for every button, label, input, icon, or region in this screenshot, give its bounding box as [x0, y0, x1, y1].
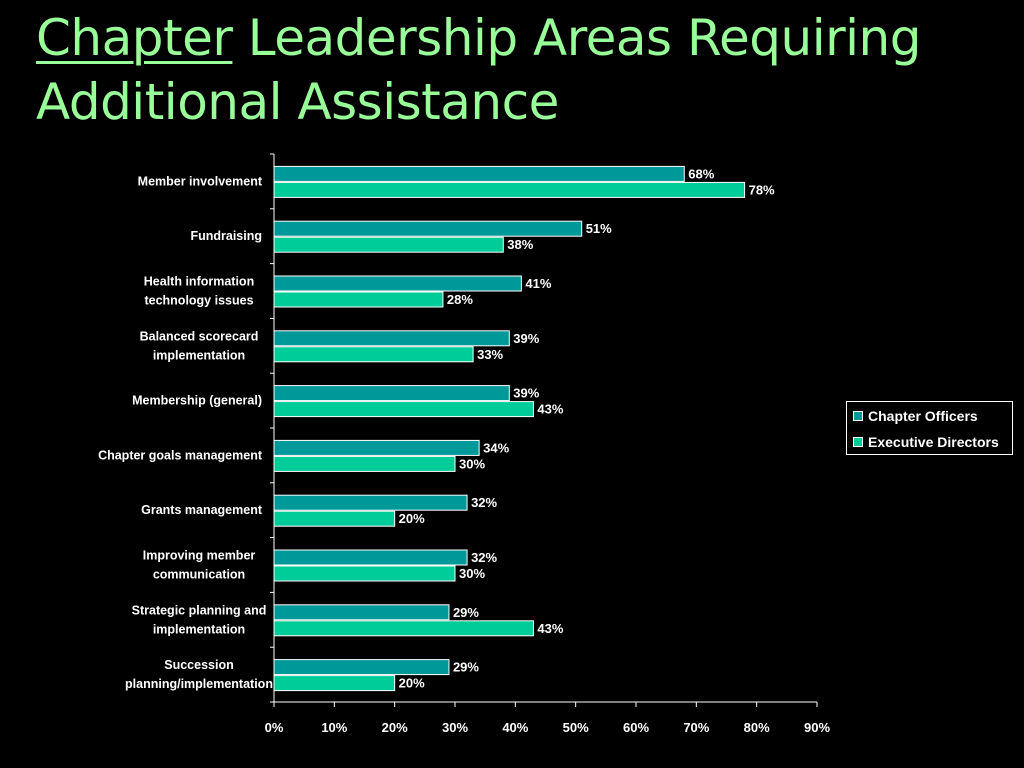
x-tick-label: 60%	[623, 720, 649, 735]
bar-executive-directors	[273, 346, 474, 363]
bar-executive-directors	[273, 565, 456, 582]
value-label-executive-directors: 20%	[399, 511, 425, 526]
value-label-executive-directors: 78%	[749, 182, 775, 197]
legend-item-chapter-officers: Chapter Officers	[853, 407, 978, 425]
value-label-chapter-officers: 32%	[471, 495, 497, 510]
category-label: Succession planning/implementation	[125, 658, 273, 691]
bar-chapter-officers	[273, 604, 450, 621]
x-tick-label: 0%	[265, 720, 284, 735]
category-label: Member involvement	[138, 174, 263, 188]
category-label: Health information technology issues	[144, 275, 254, 308]
value-label-chapter-officers: 51%	[586, 221, 612, 236]
value-label-executive-directors: 43%	[537, 402, 563, 417]
x-tick-label: 50%	[563, 720, 589, 735]
bar-executive-directors	[273, 291, 444, 308]
value-label-chapter-officers: 68%	[688, 166, 714, 181]
value-label-chapter-officers: 34%	[483, 440, 509, 455]
bar-executive-directors	[273, 510, 396, 527]
x-tick-label: 90%	[804, 720, 830, 735]
value-label-executive-directors: 28%	[447, 292, 473, 307]
category-label: Membership (general)	[132, 394, 262, 408]
bar-chapter-officers	[273, 220, 583, 237]
x-tick-label: 10%	[321, 720, 347, 735]
legend-swatch-chapter-officers	[853, 411, 863, 421]
slide-title: Chapter Leadership Areas Requiring Addit…	[36, 6, 1021, 134]
value-label-executive-directors: 33%	[477, 347, 503, 362]
value-label-chapter-officers: 32%	[471, 550, 497, 565]
category-label: Improving member communication	[143, 549, 256, 582]
legend-label-chapter-officers: Chapter Officers	[868, 408, 978, 424]
value-label-chapter-officers: 29%	[453, 660, 479, 675]
x-tick-label: 70%	[683, 720, 709, 735]
x-tick-label: 40%	[502, 720, 528, 735]
category-label: Chapter goals management	[98, 448, 263, 462]
bar-chapter-officers	[273, 494, 468, 511]
bar-chapter-officers	[273, 549, 468, 566]
value-label-chapter-officers: 29%	[453, 605, 479, 620]
value-label-executive-directors: 43%	[537, 621, 563, 636]
slide-title-rest: Leadership Areas Requiring Additional As…	[36, 9, 921, 131]
bar-chapter-officers	[273, 275, 522, 292]
bar-executive-directors	[273, 401, 534, 418]
bar-executive-directors	[273, 455, 456, 472]
legend-item-executive-directors: Executive Directors	[853, 433, 999, 451]
category-label: Strategic planning and implementation	[132, 603, 267, 636]
value-label-executive-directors: 30%	[459, 566, 485, 581]
x-tick-label: 80%	[744, 720, 770, 735]
bar-chapter-officers	[273, 385, 510, 402]
bar-executive-directors	[273, 181, 746, 198]
category-label: Fundraising	[190, 229, 262, 243]
legend-label-executive-directors: Executive Directors	[868, 434, 999, 450]
value-label-executive-directors: 30%	[459, 456, 485, 471]
category-label: Grants management	[141, 503, 263, 517]
value-label-executive-directors: 38%	[507, 237, 533, 252]
value-label-chapter-officers: 39%	[513, 331, 539, 346]
value-label-executive-directors: 20%	[399, 676, 425, 691]
bar-executive-directors	[273, 236, 504, 253]
value-label-chapter-officers: 41%	[525, 276, 551, 291]
category-label: Balanced scorecard implementation	[140, 329, 259, 362]
bar-chapter-officers	[273, 165, 685, 182]
value-label-chapter-officers: 39%	[513, 386, 539, 401]
bar-chapter-officers	[273, 659, 450, 676]
bar-chapter-officers	[273, 439, 480, 456]
bar-chapter-officers	[273, 330, 510, 347]
x-tick-label: 30%	[442, 720, 468, 735]
bar-executive-directors	[273, 620, 534, 637]
chart-legend: Chapter Officers Executive Directors	[846, 401, 1013, 455]
legend-swatch-executive-directors	[853, 437, 863, 447]
bar-executive-directors	[273, 675, 396, 692]
slide-title-underlined: Chapter	[36, 9, 233, 67]
x-tick-label: 20%	[382, 720, 408, 735]
